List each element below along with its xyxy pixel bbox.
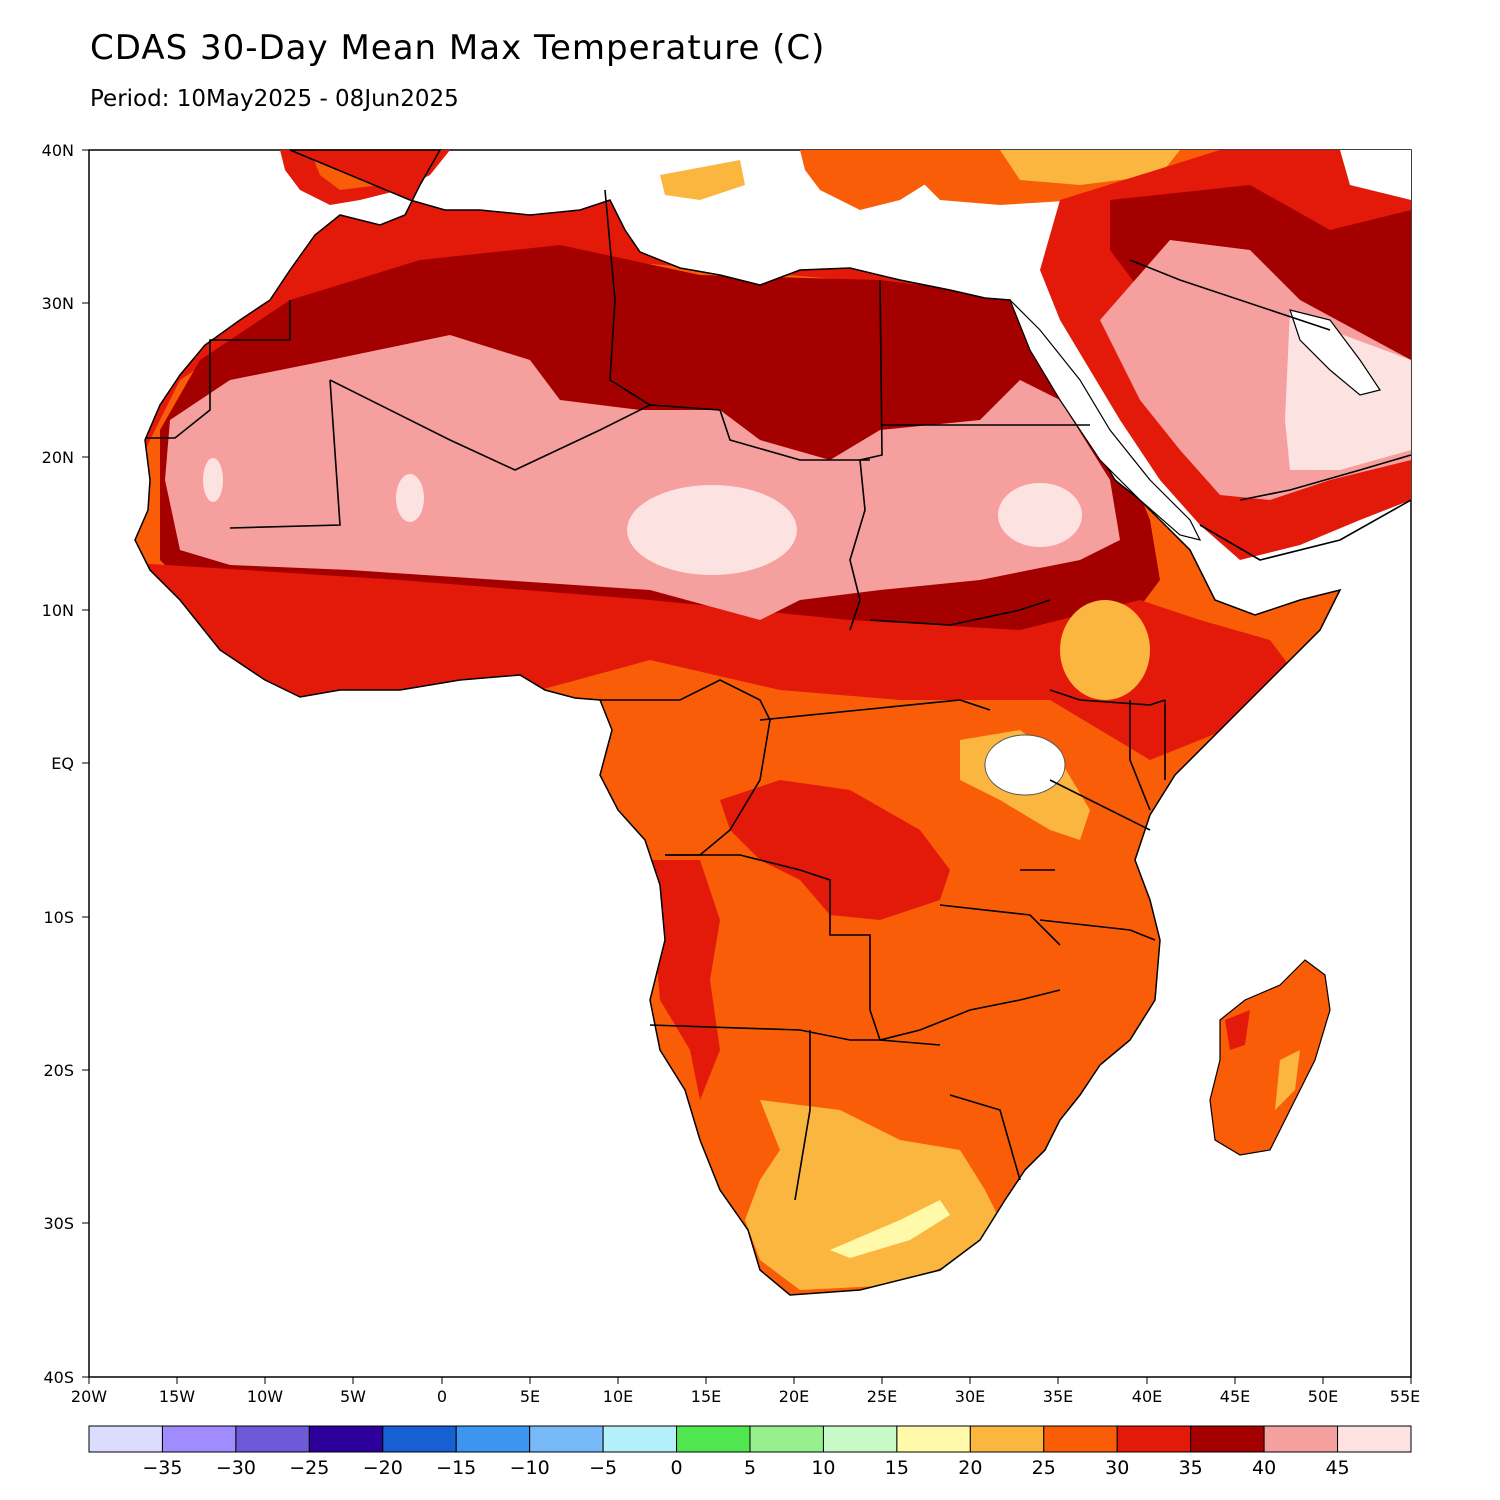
colorbar-swatch: [1116, 1425, 1192, 1453]
lon-tick-label: 0: [437, 1387, 447, 1406]
colorbar-swatch: [1043, 1425, 1118, 1453]
lon-tick-label: 25E: [867, 1387, 897, 1406]
colorbar-label: 5: [744, 1457, 756, 1479]
lon-tick-label: 5E: [520, 1387, 540, 1406]
colorbar-label: 35: [1179, 1457, 1203, 1479]
colorbar-swatch: [308, 1425, 384, 1453]
colorbar-label: 45: [1325, 1457, 1349, 1479]
colorbar-label: 20: [958, 1457, 982, 1479]
colorbar-swatch: [529, 1425, 604, 1453]
lat-tick-label: EQ: [51, 754, 74, 773]
country-borders: [145, 189, 1412, 1201]
lat-tick-label: 20N: [42, 448, 74, 467]
lat-tick-label: 10N: [42, 601, 74, 620]
lon-tick-label: 10W: [247, 1387, 283, 1406]
colorbar-swatch: [1337, 1425, 1412, 1453]
lon-tick-label: 15W: [159, 1387, 195, 1406]
lat-tick-label: 30S: [43, 1214, 74, 1233]
persian-gulf: [1289, 309, 1381, 396]
africa-coastline: [134, 149, 1342, 1296]
lake-victoria: [984, 734, 1066, 796]
colorbar-swatch: [382, 1425, 457, 1453]
map-subtitle: Period: 10May2025 - 08Jun2025: [90, 86, 459, 112]
colorbar: −35 −30 −25 −20 −15 −10 −5 0 5 10 15 20 25 30 35 40 45: [88, 1425, 1412, 1479]
colorbar-label: 15: [885, 1457, 909, 1479]
colorbar-swatch: [235, 1425, 310, 1453]
colorbar-swatch: [602, 1425, 678, 1453]
latitude-axis: 40N 30N 20N 10N EQ 10S 20S 30S 40S: [42, 141, 89, 1387]
hotspot-niger-chad: [627, 485, 797, 575]
lon-tick-label: 30E: [955, 1387, 985, 1406]
colorbar-swatch: [1190, 1425, 1265, 1453]
colorbar-label: −15: [436, 1457, 476, 1479]
hotspot-sudan: [998, 483, 1082, 547]
lon-tick-label: 20W: [71, 1387, 107, 1406]
colorbar-swatch: [676, 1425, 751, 1453]
colorbar-label: −10: [510, 1457, 550, 1479]
lon-tick-label: 55E: [1390, 1387, 1420, 1406]
lat-tick-label: 10S: [43, 908, 74, 927]
colorbar-swatch: [455, 1425, 531, 1453]
hotspot-mali: [396, 474, 424, 522]
colorbar-swatch: [896, 1425, 971, 1453]
colorbar-label: 25: [1032, 1457, 1056, 1479]
longitude-axis: 20W 15W 10W 5W 0 5E 10E 15E 20E 25E 30E …: [71, 1377, 1420, 1406]
lon-tick-label: 20E: [779, 1387, 809, 1406]
lon-tick-label: 10E: [603, 1387, 633, 1406]
colorbar-swatch: [1263, 1425, 1339, 1453]
colorbar-label: −5: [589, 1457, 617, 1479]
lon-tick-label: 40E: [1132, 1387, 1162, 1406]
lat-tick-label: 40S: [43, 1368, 74, 1387]
colorbar-swatch: [749, 1425, 824, 1453]
madagascar: [1209, 959, 1331, 1156]
colorbar-swatch: [969, 1425, 1045, 1453]
ethiopia-highlands: [1060, 600, 1150, 700]
lon-tick-label: 5W: [340, 1387, 366, 1406]
lat-tick-label: 40N: [42, 141, 74, 160]
lon-tick-label: 35E: [1043, 1387, 1073, 1406]
lat-tick-label: 20S: [43, 1061, 74, 1080]
colorbar-label: 10: [811, 1457, 835, 1479]
map-title: CDAS 30-Day Mean Max Temperature (C): [90, 28, 826, 68]
colorbar-label: −20: [363, 1457, 403, 1479]
colorbar-swatch: [161, 1425, 237, 1453]
colorbar-label: −30: [216, 1457, 256, 1479]
colorbar-label: 40: [1252, 1457, 1276, 1479]
colorbar-label: 0: [671, 1457, 683, 1479]
lon-tick-label: 45E: [1220, 1387, 1250, 1406]
lon-tick-label: 50E: [1308, 1387, 1338, 1406]
hotspot-mauritania: [203, 458, 223, 502]
lon-tick-label: 15E: [691, 1387, 721, 1406]
colorbar-swatch: [88, 1425, 163, 1453]
colorbar-swatch: [822, 1425, 898, 1453]
red-sea: [1009, 299, 1202, 541]
colorbar-label: −35: [142, 1457, 182, 1479]
arabia-land: [1040, 150, 1411, 560]
lat-tick-label: 30N: [42, 294, 74, 313]
colorbar-label: 30: [1105, 1457, 1129, 1479]
colorbar-label: −25: [289, 1457, 329, 1479]
